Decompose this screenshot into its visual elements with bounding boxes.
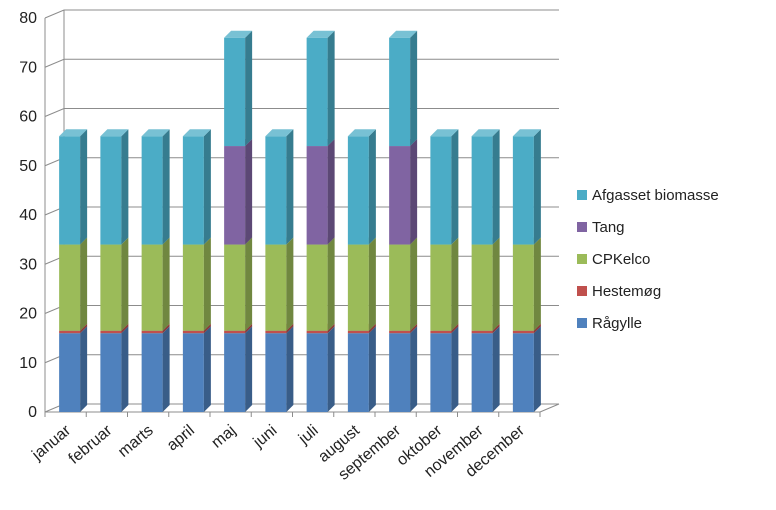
bar-stack-marts (141, 129, 170, 412)
bar-segment (141, 237, 170, 331)
legend-item: Tang (577, 219, 625, 236)
bar-segment (471, 129, 500, 245)
legend-label: Hestemøg (592, 283, 661, 300)
legend-item: Afgasset biomasse (577, 187, 719, 204)
floor-edge (539, 403, 560, 413)
legend-swatch (577, 190, 587, 200)
x-tick-label: maj (209, 422, 240, 452)
legend-item: CPKelco (577, 251, 650, 268)
x-tick-label: marts (115, 422, 157, 461)
bar-stack-april (182, 129, 211, 412)
y-axis-ticks: 0 10 20 30 40 50 60 70 80 (19, 10, 37, 421)
y-tick-label: 10 (19, 355, 37, 372)
bar-segment (347, 129, 376, 245)
legend-swatch (577, 318, 587, 328)
bar-segment (471, 237, 500, 331)
bar-segment (512, 237, 541, 331)
bar-segment (306, 139, 335, 245)
bar-stack-oktober (430, 129, 459, 412)
bar-segment (182, 326, 211, 412)
y-tick-label: 20 (19, 306, 37, 323)
bar-segment (512, 129, 541, 245)
bar-stack-juli (306, 30, 335, 412)
bars (59, 30, 541, 412)
bar-segment (430, 129, 459, 245)
legend-label: Rågylle (592, 315, 642, 332)
bar-segment (306, 326, 335, 412)
bar-segment (224, 30, 253, 147)
bar-stack-november (471, 129, 500, 412)
y-tick-label: 60 (19, 109, 37, 126)
bar-segment (306, 30, 335, 147)
y-tick-label: 0 (28, 404, 37, 421)
bar-segment (59, 326, 88, 412)
bar-stack-december (512, 129, 541, 412)
legend-swatch (577, 222, 587, 232)
gridline (44, 58, 559, 68)
bar-segment (265, 129, 294, 245)
x-tick-label: juni (250, 422, 281, 452)
bar-segment (389, 30, 418, 147)
bar-segment (347, 237, 376, 331)
bar-segment (389, 326, 418, 412)
gridline (44, 108, 559, 117)
bar-segment (224, 237, 253, 331)
bar-segment (224, 139, 253, 245)
bar-segment (182, 129, 211, 245)
bar-segment (265, 237, 294, 331)
bar-segment (430, 326, 459, 412)
bar-segment (59, 237, 88, 331)
bar-stack-august (347, 129, 376, 412)
legend-label: CPKelco (592, 251, 650, 268)
y-tick-label: 70 (19, 59, 37, 76)
bar-segment (59, 129, 88, 245)
legend-swatch (577, 286, 587, 296)
gridline (44, 9, 559, 19)
bar-stack-januar (59, 129, 88, 412)
y-tick-label: 40 (19, 207, 37, 224)
legend-label: Tang (592, 219, 625, 236)
bar-segment (512, 326, 541, 412)
bar-segment (141, 129, 170, 245)
bar-segment (265, 326, 294, 412)
bar-segment (182, 237, 211, 331)
legend-swatch (577, 254, 587, 264)
bar-segment (100, 237, 129, 331)
bar-stack-februar (100, 129, 129, 412)
legend-item: Rågylle (577, 315, 642, 332)
x-tick-label: april (164, 422, 198, 454)
bar-segment (141, 326, 170, 412)
y-tick-label: 80 (19, 10, 37, 27)
bar-segment (306, 237, 335, 331)
y-tick-label: 30 (19, 256, 37, 273)
y-tick-label: 50 (19, 158, 37, 175)
bar-stack-juni (265, 129, 294, 412)
x-tick-label: juli (295, 422, 322, 448)
bar-stack-september (389, 30, 418, 412)
legend: Afgasset biomasse Tang CPKelco Hestemøg Rågy… (577, 187, 719, 332)
x-tick-label: februar (66, 422, 116, 468)
bar-segment (471, 326, 500, 412)
bar-segment (347, 326, 376, 412)
bar-segment (100, 129, 129, 245)
bar-segment (389, 139, 418, 245)
legend-label: Afgasset biomasse (592, 187, 719, 204)
bar-stack-maj (224, 30, 253, 412)
legend-item: Hestemøg (577, 283, 661, 300)
bar-segment (389, 237, 418, 331)
bar-segment (224, 326, 253, 412)
bar-segment (430, 237, 459, 331)
bar-segment (100, 326, 129, 412)
